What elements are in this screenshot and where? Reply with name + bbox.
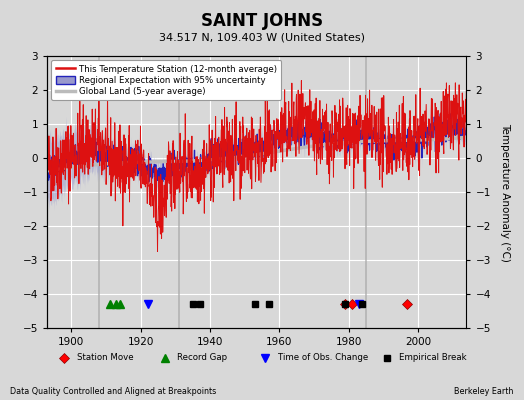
Text: Data Quality Controlled and Aligned at Breakpoints: Data Quality Controlled and Aligned at B… [10,387,217,396]
Text: Time of Obs. Change: Time of Obs. Change [278,354,368,362]
Text: Station Move: Station Move [77,354,133,362]
Text: Record Gap: Record Gap [177,354,227,362]
Y-axis label: Temperature Anomaly (°C): Temperature Anomaly (°C) [500,122,510,262]
Legend: This Temperature Station (12-month average), Regional Expectation with 95% uncer: This Temperature Station (12-month avera… [51,60,281,100]
Text: Empirical Break: Empirical Break [399,354,467,362]
Text: Berkeley Earth: Berkeley Earth [454,387,514,396]
Text: SAINT JOHNS: SAINT JOHNS [201,12,323,30]
Text: 34.517 N, 109.403 W (United States): 34.517 N, 109.403 W (United States) [159,32,365,42]
